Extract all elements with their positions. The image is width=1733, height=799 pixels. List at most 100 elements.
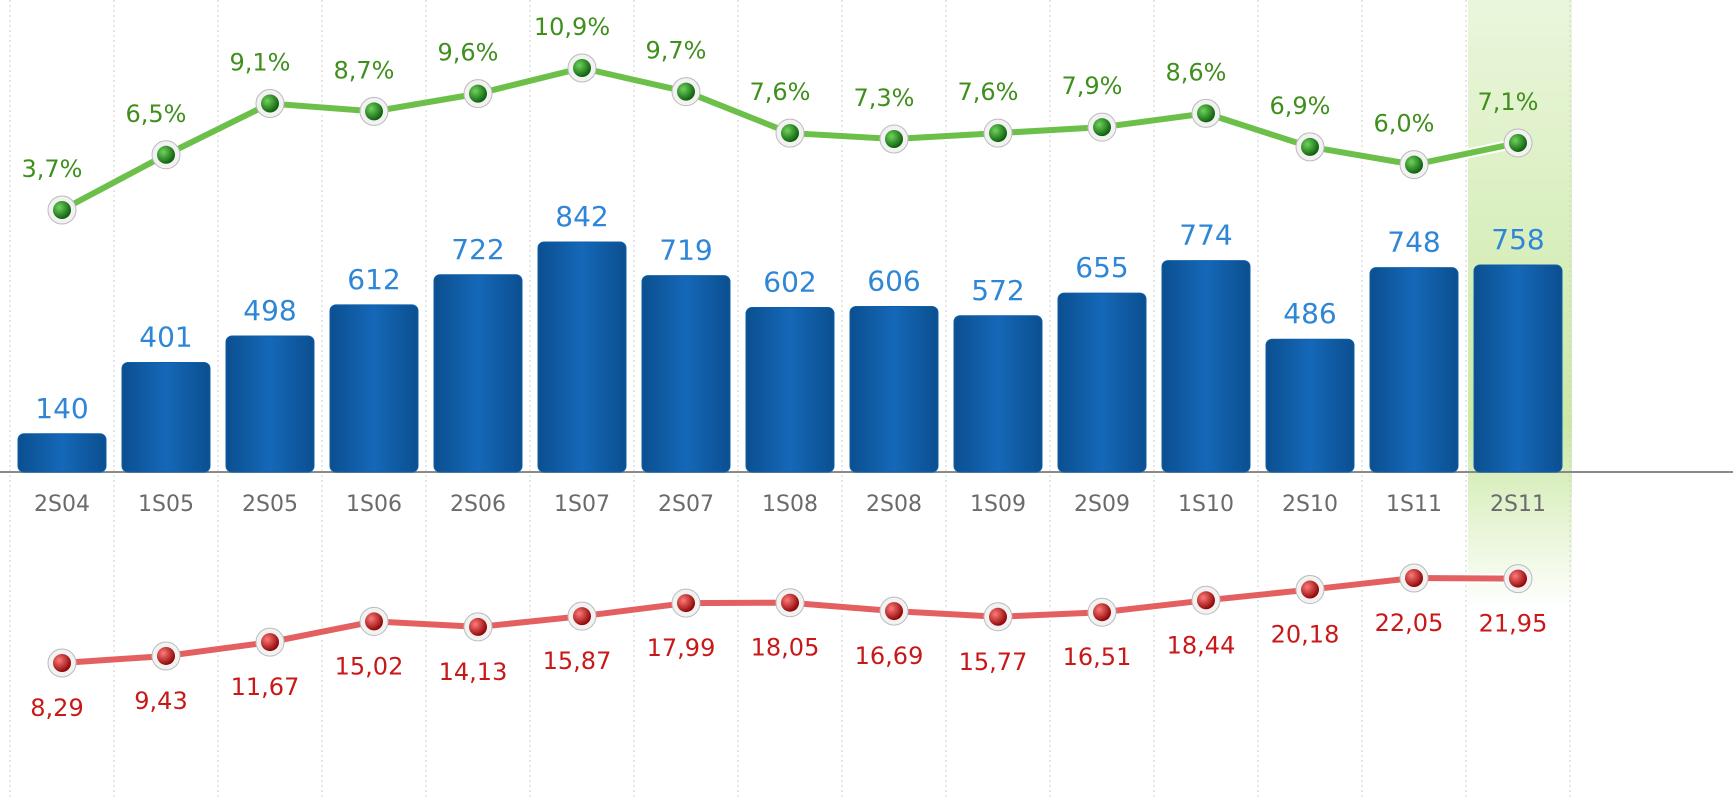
point-label: 8,29 [30, 694, 83, 722]
point-label: 7,6% [750, 78, 811, 106]
marker [677, 594, 695, 613]
marker [469, 617, 487, 636]
bar [121, 361, 211, 473]
bar [1057, 292, 1147, 473]
point-label: 18,05 [751, 634, 820, 662]
bar-label: 758 [1491, 223, 1544, 256]
marker [365, 102, 383, 121]
marker [1093, 603, 1111, 622]
x-tick-label: 2S07 [658, 492, 714, 517]
x-tick-label: 2S04 [34, 492, 90, 517]
point-label: 7,1% [1478, 88, 1539, 116]
bar [1369, 267, 1459, 473]
bar-label: 606 [867, 264, 920, 297]
point-label: 7,9% [1062, 72, 1123, 100]
point-label: 21,95 [1479, 610, 1548, 638]
bar-label: 774 [1179, 219, 1232, 252]
bar-label: 655 [1075, 251, 1128, 284]
bar [433, 274, 523, 473]
marker [573, 607, 591, 626]
point-label: 8,6% [1166, 58, 1227, 86]
point-label: 17,99 [647, 634, 716, 662]
marker [1301, 137, 1319, 156]
bar [745, 307, 835, 473]
marker [989, 124, 1007, 143]
point-label: 6,9% [1270, 92, 1331, 120]
bar [953, 315, 1043, 473]
point-label: 16,69 [855, 642, 924, 670]
point-label: 6,0% [1374, 110, 1435, 138]
bar [1473, 264, 1563, 473]
x-tick-label: 1S09 [970, 492, 1026, 517]
marker [573, 59, 591, 77]
marker [885, 602, 903, 621]
bar [849, 305, 939, 473]
bar-label: 722 [451, 233, 504, 266]
marker [157, 646, 175, 665]
x-tick-label: 2S10 [1282, 492, 1338, 517]
marker [53, 654, 71, 672]
point-label: 20,18 [1271, 621, 1340, 649]
marker [261, 633, 279, 652]
point-label: 7,6% [958, 78, 1019, 106]
point-label: 15,77 [959, 648, 1028, 676]
point-label: 7,3% [854, 84, 915, 112]
marker [1509, 133, 1527, 152]
bar-label: 498 [243, 294, 296, 327]
bar-label: 748 [1387, 226, 1440, 259]
point-label: 6,5% [126, 100, 187, 128]
point-label: 9,7% [646, 37, 707, 65]
bar-label: 612 [347, 263, 400, 296]
x-tick-label: 1S06 [346, 492, 402, 517]
x-tick-label: 1S05 [138, 492, 194, 517]
marker [1197, 591, 1215, 610]
x-tick-label: 1S11 [1386, 492, 1442, 517]
marker [781, 124, 799, 143]
marker [157, 145, 175, 164]
point-label: 3,7% [22, 155, 83, 183]
point-label: 11,67 [231, 673, 300, 701]
marker [989, 607, 1007, 626]
bar [641, 275, 731, 473]
marker [677, 82, 695, 101]
point-label: 9,43 [134, 687, 187, 715]
x-tick-label: 1S10 [1178, 492, 1234, 517]
x-tick-label: 2S05 [242, 492, 298, 517]
point-label: 10,9% [534, 13, 610, 41]
bar [537, 241, 627, 473]
bar-label: 140 [35, 392, 88, 425]
point-label: 9,6% [438, 39, 499, 67]
bar [1265, 338, 1355, 473]
x-tick-label: 2S09 [1074, 492, 1130, 517]
marker [1301, 580, 1319, 599]
marker [1405, 155, 1423, 174]
point-label: 9,1% [230, 49, 291, 77]
x-tick-label: 2S11 [1490, 492, 1546, 517]
point-label: 15,02 [335, 652, 404, 680]
x-tick-label: 2S06 [450, 492, 506, 517]
bar-label: 602 [763, 266, 816, 299]
bar-label: 401 [139, 320, 192, 353]
point-label: 15,87 [543, 647, 612, 675]
bar-label: 842 [555, 200, 608, 233]
bar-label: 719 [659, 234, 712, 267]
bar [329, 304, 419, 473]
point-label: 22,05 [1375, 609, 1444, 637]
bar-label: 486 [1283, 297, 1336, 330]
marker [781, 593, 799, 612]
x-tick-label: 1S08 [762, 492, 818, 517]
marker [469, 84, 487, 103]
bar [1161, 260, 1251, 473]
marker [53, 201, 71, 219]
marker [261, 94, 279, 113]
point-label: 18,44 [1167, 631, 1236, 659]
point-label: 8,7% [334, 56, 395, 84]
bar-label: 572 [971, 274, 1024, 307]
marker [1197, 104, 1215, 123]
marker [1509, 569, 1527, 588]
bar [225, 335, 315, 473]
marker [1405, 569, 1423, 587]
point-label: 16,51 [1063, 643, 1132, 671]
point-label: 14,13 [439, 658, 508, 686]
